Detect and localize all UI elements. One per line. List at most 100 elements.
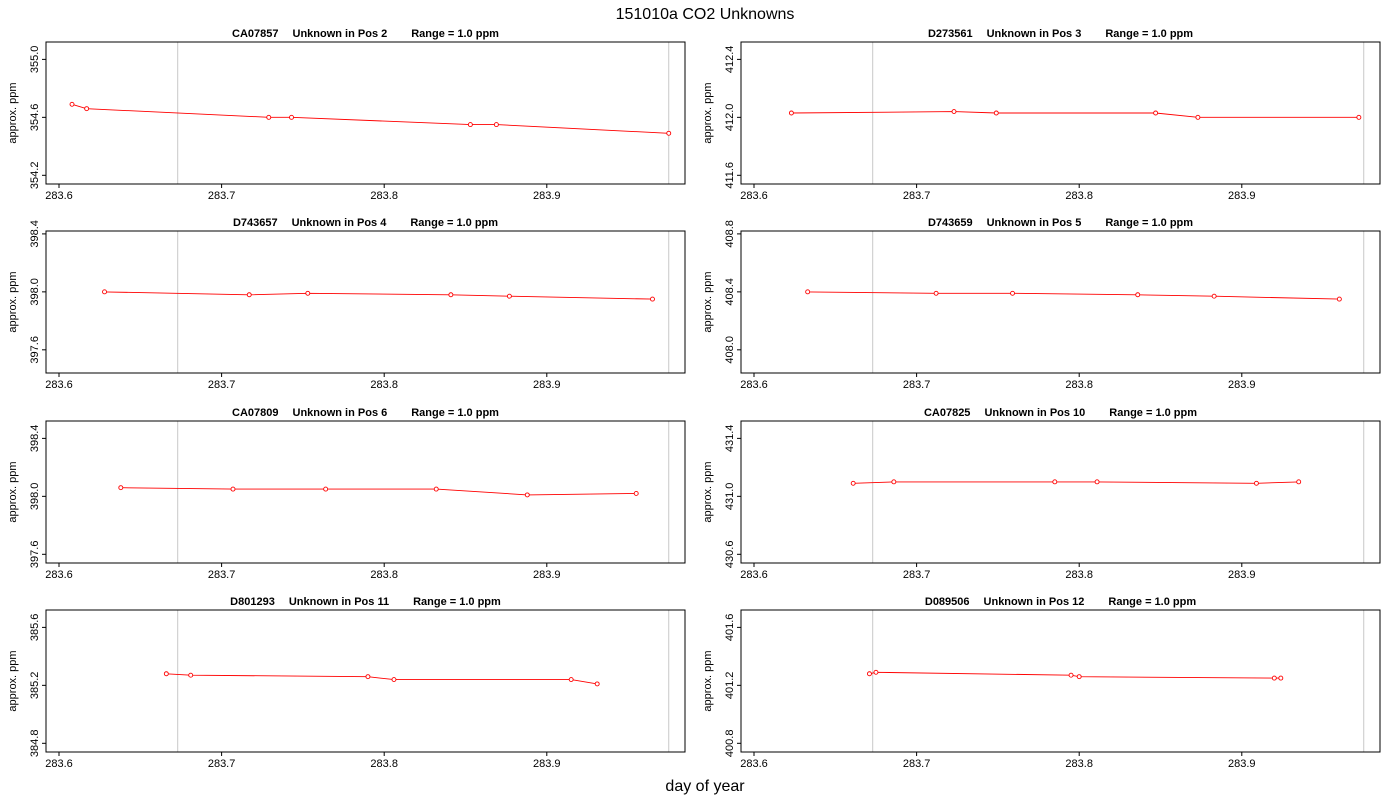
y-tick-label: 408.8 xyxy=(724,220,736,248)
y-tick-label: 385.6 xyxy=(29,614,41,642)
data-point xyxy=(873,669,879,675)
panel-title-id: D801293 xyxy=(230,596,275,608)
data-point xyxy=(230,486,236,492)
data-point xyxy=(323,486,329,492)
data-point xyxy=(305,290,311,296)
x-tick-label: 283.7 xyxy=(903,569,931,581)
data-point xyxy=(993,110,999,116)
data-point xyxy=(1195,114,1201,120)
x-tick-label: 283.8 xyxy=(370,379,398,391)
data-point xyxy=(524,492,530,498)
panel-title-position: Unknown in Pos 11 xyxy=(289,596,389,608)
x-tick-label: 283.6 xyxy=(45,190,73,202)
panel-5: CA07809 Unknown in Pos 6 Range = 1.0 ppm 28… xyxy=(7,407,686,581)
x-tick-label: 283.6 xyxy=(740,758,768,770)
data-point xyxy=(650,296,655,302)
data-point xyxy=(788,110,794,116)
panel-6: CA07825 Unknown in Pos 10 Range = 1.0 ppm 2… xyxy=(702,407,1381,581)
series-line xyxy=(791,111,1359,118)
y-tick-label: 398.0 xyxy=(29,483,41,511)
panel-title-range: Range = 1.0 ppm xyxy=(1108,596,1196,608)
panel-title-range: Range = 1.0 ppm xyxy=(410,217,498,229)
panel-1: CA07857 Unknown in Pos 2 Range = 1.0 ppm 28… xyxy=(7,28,686,202)
panel-title-position: Unknown in Pos 3 xyxy=(987,28,1082,40)
x-tick-label: 283.7 xyxy=(208,379,236,391)
y-axis-label: approx. ppm xyxy=(7,271,19,332)
panel-title-id: CA07857 xyxy=(232,28,278,40)
x-tick-label: 283.9 xyxy=(533,190,561,202)
data-point xyxy=(163,671,169,677)
data-point xyxy=(1052,479,1058,485)
y-tick-label: 412.4 xyxy=(724,46,736,74)
y-tick-label: 400.8 xyxy=(724,730,736,758)
panel-title: CA07825 Unknown in Pos 10 Range = 1.0 ppm xyxy=(924,407,1197,419)
data-point xyxy=(1271,675,1277,681)
panel-title-position: Unknown in Pos 4 xyxy=(292,217,388,229)
series-line xyxy=(104,291,653,300)
x-tick-label: 283.9 xyxy=(533,379,561,391)
main-title: 151010a CO2 Unknowns xyxy=(616,6,795,23)
x-tick-label: 283.9 xyxy=(533,569,561,581)
data-point xyxy=(951,109,957,115)
x-tick-label: 283.8 xyxy=(1065,758,1093,770)
panel-title: CA07857 Unknown in Pos 2 Range = 1.0 ppm xyxy=(232,28,499,40)
data-point xyxy=(467,122,473,128)
series-line xyxy=(807,291,1340,300)
panel-title-position: Unknown in Pos 10 xyxy=(984,407,1085,419)
x-tick-label: 283.6 xyxy=(740,569,768,581)
x-tick-label: 283.7 xyxy=(903,379,931,391)
plot-frame xyxy=(45,230,686,374)
data-point xyxy=(1068,672,1074,678)
data-point xyxy=(246,292,252,298)
data-point xyxy=(1336,296,1342,302)
x-tick-label: 283.8 xyxy=(1065,569,1093,581)
y-tick-label: 398.0 xyxy=(29,278,41,306)
panel-title-position: Unknown in Pos 6 xyxy=(293,407,388,419)
data-point xyxy=(933,290,939,296)
data-point xyxy=(867,671,872,677)
data-point xyxy=(805,289,811,295)
series-line xyxy=(166,673,598,685)
y-tick-label: 431.0 xyxy=(724,483,736,511)
panel-title-position: Unknown in Pos 5 xyxy=(987,217,1082,229)
plot-frame xyxy=(45,420,686,564)
panel-title: D743659 Unknown in Pos 5 Range = 1.0 ppm xyxy=(928,217,1193,229)
y-tick-label: 411.6 xyxy=(724,162,736,189)
x-tick-label: 283.7 xyxy=(903,758,931,770)
y-axis-label: approx. ppm xyxy=(702,271,714,332)
data-point xyxy=(84,106,90,112)
data-point xyxy=(69,101,75,107)
data-point xyxy=(1094,479,1100,485)
y-tick-label: 430.6 xyxy=(724,541,736,569)
data-point xyxy=(1010,290,1015,296)
x-tick-label: 283.6 xyxy=(45,569,73,581)
data-point xyxy=(1076,674,1082,680)
data-point xyxy=(1253,480,1259,486)
data-point xyxy=(568,677,574,683)
x-axis-label: day of year xyxy=(665,778,745,795)
y-tick-label: 412.0 xyxy=(724,104,736,132)
y-tick-label: 408.0 xyxy=(724,336,736,364)
plot-frame xyxy=(45,41,686,185)
x-tick-label: 283.7 xyxy=(208,190,236,202)
panel-title: D089506 Unknown in Pos 12 Range = 1.0 ppm xyxy=(925,596,1196,608)
y-axis-label: approx. ppm xyxy=(7,82,19,143)
x-tick-label: 283.9 xyxy=(533,758,561,770)
data-point xyxy=(1278,675,1284,681)
panel-3: D743657 Unknown in Pos 4 Range = 1.0 ppm 28… xyxy=(7,217,686,391)
y-tick-label: 401.2 xyxy=(724,672,736,700)
data-point xyxy=(666,130,672,136)
series-line xyxy=(71,103,669,134)
data-point xyxy=(633,490,639,496)
series-line xyxy=(853,481,1299,484)
data-point xyxy=(1356,114,1362,120)
panel-title: D743657 Unknown in Pos 4 Range = 1.0 ppm xyxy=(233,217,498,229)
y-tick-label: 355.0 xyxy=(29,46,41,74)
data-point xyxy=(594,681,600,687)
plot-frame xyxy=(45,609,686,753)
data-point xyxy=(433,486,439,492)
data-point xyxy=(1211,293,1217,299)
plot-frame xyxy=(740,420,1381,564)
data-point xyxy=(266,114,272,120)
